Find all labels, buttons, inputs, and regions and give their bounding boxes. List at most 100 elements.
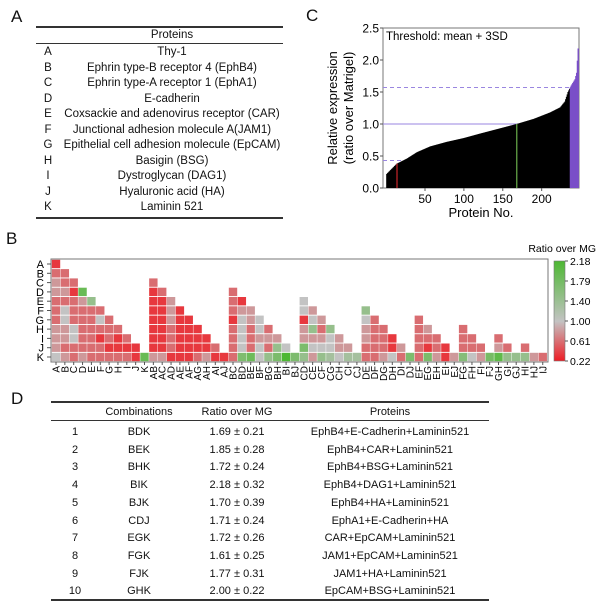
column-label: DJ [406, 366, 417, 378]
heatmap-cell [520, 352, 530, 362]
bar [453, 140, 456, 188]
bar [438, 144, 440, 188]
bar [564, 101, 566, 188]
heatmap-cell [149, 352, 158, 362]
bar [466, 137, 468, 188]
x-tick-label: 100 [454, 192, 474, 206]
row-label: D [36, 287, 44, 299]
bar [550, 112, 552, 188]
heatmap-cell [246, 306, 255, 315]
y-tick-label: 2.0 [362, 54, 379, 68]
bar [565, 99, 567, 188]
row-number: 1 [71, 426, 79, 438]
heatmap-cell [379, 334, 388, 343]
y-tick-label: 0.0 [362, 182, 379, 196]
bar [392, 167, 394, 188]
heatmap-cell [78, 306, 87, 315]
bar [472, 135, 474, 188]
protein-name: Dystroglycan (DAG1) [117, 170, 227, 182]
heatmap-cell [264, 343, 273, 352]
bar [505, 126, 508, 188]
bar [442, 142, 444, 188]
column-label: AG [193, 366, 204, 381]
column-label: BC [229, 366, 240, 380]
colorbar-tick-label: 1.00 [570, 316, 591, 328]
protein-key: G [43, 139, 53, 151]
heatmap-cell [69, 306, 78, 315]
bar [492, 130, 495, 188]
bar [407, 157, 410, 188]
heatmap-cell [51, 343, 61, 352]
bar [442, 142, 445, 188]
heatmap-cell [432, 343, 441, 352]
bar [453, 140, 455, 188]
bar [524, 121, 527, 188]
heatmap-cell [69, 324, 78, 334]
row-combination: FGK [127, 549, 151, 562]
column-label: BI [282, 366, 293, 375]
bar [494, 129, 496, 188]
heatmap-cell [131, 343, 140, 352]
bar [504, 127, 506, 188]
heatmap-cell [51, 306, 61, 315]
panel-label-b: B [6, 229, 18, 248]
bar [528, 120, 530, 188]
heatmap-cell [113, 352, 123, 362]
heatmap-cell [175, 352, 185, 362]
row-number: 10 [68, 585, 82, 598]
heatmap-cell [149, 278, 158, 287]
heatmap-cell [184, 343, 193, 352]
bar [491, 130, 493, 188]
heatmap-cell [158, 287, 167, 297]
bar [469, 136, 471, 188]
heatmap-cell [370, 343, 379, 352]
heatmap-cell [87, 343, 96, 352]
column-label: H [113, 366, 124, 373]
header-combinations: Combinations [105, 406, 173, 418]
column-label: BE [246, 366, 257, 380]
table-rule-top [36, 26, 283, 28]
bar [427, 147, 429, 188]
column-label: DE [361, 366, 372, 380]
heatmap-cell [96, 306, 105, 315]
heatmap-cell [246, 343, 255, 352]
y-axis-label: (ratio over Matrigel) [341, 52, 356, 165]
bar [391, 168, 394, 188]
heatmap-cell [538, 352, 547, 362]
heatmap-cell [193, 324, 202, 334]
heatmap-cell [51, 287, 61, 297]
bar [577, 48, 579, 189]
heatmap-cell [166, 324, 176, 334]
bar [540, 115, 543, 188]
bar [545, 114, 548, 188]
colorbar-tick-label: 2.18 [570, 256, 591, 268]
column-label: A [52, 366, 63, 373]
heatmap-cell [104, 324, 114, 334]
heatmap-cell [69, 278, 78, 287]
heatmap-cell [60, 269, 70, 278]
heatmap-cell [326, 324, 335, 334]
bar [489, 130, 492, 188]
heatmap-cell [432, 334, 441, 343]
row-ratio: 1.70 ± 0.39 [209, 496, 265, 509]
bar [449, 141, 451, 188]
heatmap-cell [414, 324, 424, 334]
bar [543, 114, 545, 188]
bar [456, 139, 458, 188]
heatmap-cell [113, 324, 123, 334]
protein-key: E [44, 108, 52, 120]
heatmap-cell [166, 343, 176, 352]
heatmap-cell [149, 297, 158, 306]
bar [421, 149, 424, 188]
heatmap-cell [228, 297, 238, 306]
protein-key: H [43, 154, 53, 167]
heatmap-cell [149, 315, 158, 324]
heatmap-cell [60, 297, 70, 306]
heatmap-cell [396, 343, 406, 352]
heatmap-cell [529, 352, 539, 362]
bar [407, 158, 409, 188]
heatmap-cell [326, 352, 335, 362]
heatmap-cell [494, 352, 503, 362]
bar [481, 132, 484, 188]
bar [484, 132, 486, 188]
